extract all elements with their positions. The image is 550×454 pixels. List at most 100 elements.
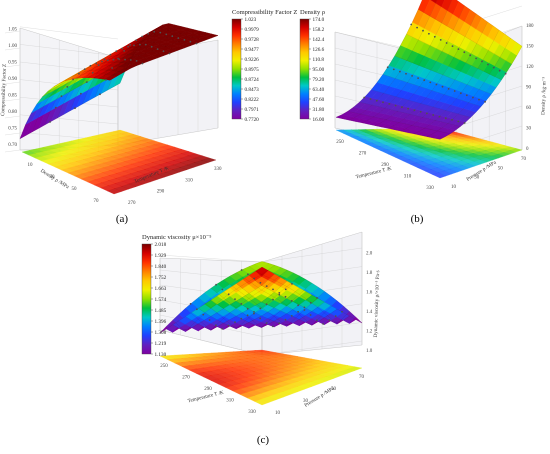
data-point xyxy=(363,96,366,99)
data-point xyxy=(141,35,144,38)
data-point xyxy=(227,293,230,296)
colorbar-tick-label: 1.752 xyxy=(155,275,167,281)
data-point xyxy=(392,68,395,71)
tick-label: 330 xyxy=(426,186,434,191)
data-point xyxy=(168,52,171,55)
data-point xyxy=(481,60,483,63)
grid-line xyxy=(19,44,119,57)
tick-label: 290 xyxy=(157,190,165,195)
data-point xyxy=(386,66,389,69)
mesh-line xyxy=(249,275,350,323)
z-tick-label: 0.80 xyxy=(8,110,17,115)
tick-label: 290 xyxy=(381,163,389,168)
data-point xyxy=(253,277,256,280)
mesh-line xyxy=(210,283,313,328)
grid-line xyxy=(4,64,21,68)
panel-a: 0.70 0.75 0.80 0.85 0.90 0.95 1.00 1.05 Compres… xyxy=(0,9,297,225)
colorbar xyxy=(299,18,310,120)
data-point xyxy=(246,314,249,317)
data-point xyxy=(309,301,312,304)
z-tick-label: 0.95 xyxy=(8,61,17,66)
colorbar-tick-label: 1.396 xyxy=(155,319,167,325)
tick-label: 50 xyxy=(72,187,78,192)
data-point xyxy=(433,35,436,38)
data-markers xyxy=(49,30,198,123)
data-point xyxy=(439,39,442,41)
colorbar-title: Dynamic viscosity μ×10⁻⁵ xyxy=(142,234,212,241)
mesh-line xyxy=(413,30,500,134)
mesh-line xyxy=(249,266,350,323)
tick-label: 10 xyxy=(451,185,457,190)
mesh-line xyxy=(172,265,275,331)
grid-line xyxy=(4,81,21,85)
z-tick-label: 2.0 xyxy=(366,252,373,257)
data-point xyxy=(429,81,432,84)
colorbar-tick-label: 1.663 xyxy=(155,286,167,292)
colorbar-tick-label: 0.9979 xyxy=(245,27,260,33)
colorbar-tick-label: 16.00 xyxy=(313,117,325,123)
data-point xyxy=(278,322,281,325)
data-point xyxy=(133,44,135,47)
data-point xyxy=(259,307,262,310)
data-point xyxy=(492,66,495,69)
mesh-line xyxy=(359,101,461,127)
surface-patch xyxy=(441,0,453,11)
tick-label: 310 xyxy=(226,399,234,404)
z-tick-label: 180 xyxy=(526,24,534,29)
data-point xyxy=(469,54,472,57)
data-point xyxy=(195,42,198,45)
mesh-line xyxy=(198,287,300,328)
mesh-line xyxy=(32,69,124,132)
mesh-line xyxy=(335,117,441,140)
data-point xyxy=(91,71,94,74)
data-point xyxy=(457,48,460,50)
surface-patch xyxy=(349,316,363,324)
colorbar-tick-label: 0.8975 xyxy=(245,67,260,73)
data-point xyxy=(83,68,86,71)
data-point xyxy=(284,288,287,291)
data-point xyxy=(417,77,419,79)
mesh-line xyxy=(374,5,465,126)
data-point xyxy=(89,64,92,67)
mesh-line xyxy=(76,26,182,79)
z-tick-label: 1.00 xyxy=(8,44,17,49)
colorbar-tick-label: 95.00 xyxy=(313,67,325,73)
data-point xyxy=(147,32,150,35)
z-tick-labels: 0 30 60 90 120 150 180 xyxy=(526,24,534,152)
tick-label: 50 xyxy=(331,387,337,392)
data-point xyxy=(290,300,293,302)
floor-contour xyxy=(159,349,363,406)
data-point xyxy=(177,37,180,39)
mesh-line xyxy=(172,273,275,331)
x-tick-labels: 250 270 290 310 330 xyxy=(336,140,434,191)
data-point xyxy=(139,43,141,46)
data-point xyxy=(291,283,293,285)
panel-b: 0 30 60 90 120 150 180 Density ρ /kg·m⁻³ 250 27… xyxy=(299,0,548,225)
data-point xyxy=(78,72,80,75)
data-point xyxy=(165,33,168,36)
panel-c: 1.0 1.2 1.4 1.6 1.8 2.0 Dynamic viscosity μ/×… xyxy=(141,231,381,446)
surface-patch xyxy=(430,0,438,4)
tick-label: 70 xyxy=(359,375,365,380)
data-point xyxy=(208,319,211,321)
colorbar-tick-label: 63.40 xyxy=(313,87,325,93)
mesh-line xyxy=(371,89,471,118)
data-point xyxy=(316,319,318,322)
grid-line xyxy=(159,254,263,263)
data-point xyxy=(475,57,477,60)
colorbar-tick-label: 1.929 xyxy=(155,253,167,259)
mesh-line xyxy=(361,0,453,123)
colorbar-tick-label: 47.60 xyxy=(313,97,325,103)
mesh-line xyxy=(159,261,263,334)
colorbar-tick-label: 0.7720 xyxy=(245,117,260,123)
data-point xyxy=(453,90,456,92)
panel-label-b: (b) xyxy=(411,213,424,225)
colorbar-tick-label: 142.4 xyxy=(313,37,325,43)
data-point xyxy=(135,60,138,62)
grid-line xyxy=(19,26,119,40)
mesh-line xyxy=(426,38,511,137)
tick-label: 290 xyxy=(204,387,212,392)
data-point xyxy=(247,273,249,276)
data-point xyxy=(66,86,69,88)
tick-label: 270 xyxy=(182,376,190,381)
